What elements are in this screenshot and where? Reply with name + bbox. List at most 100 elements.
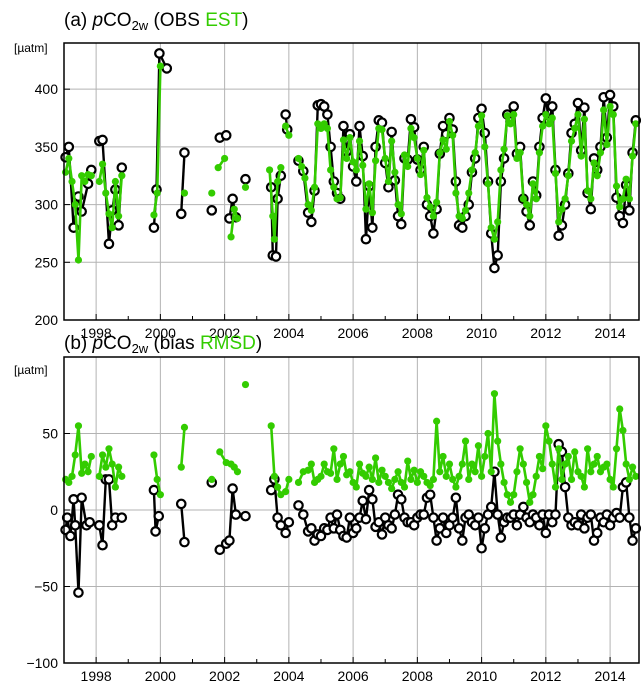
data-point [473, 512, 484, 523]
data-point [360, 513, 372, 525]
data-point [500, 478, 508, 487]
data-point [442, 145, 450, 153]
data-point [208, 189, 216, 197]
y-tick-label: 0 [50, 502, 58, 518]
x-tick-label: 1998 [81, 668, 112, 684]
data-point [349, 158, 357, 166]
data-point [481, 143, 489, 151]
data-point [519, 460, 527, 468]
data-point [78, 469, 86, 477]
panel-b-plot [60, 380, 641, 598]
data-point [529, 491, 537, 499]
data-point [548, 460, 556, 468]
x-tick-label: 2000 [145, 668, 176, 684]
data-point [267, 422, 275, 430]
data-point [333, 475, 341, 483]
data-point [542, 110, 550, 119]
data-point [564, 452, 572, 461]
data-point [394, 200, 402, 209]
data-point [603, 140, 611, 149]
data-point [625, 195, 633, 203]
data-point [413, 478, 421, 487]
data-point [532, 472, 540, 480]
data-point [360, 233, 372, 245]
data-point [150, 451, 158, 459]
data-point [363, 484, 375, 496]
data-point [604, 89, 616, 101]
series-line [269, 425, 282, 496]
data-point [484, 180, 492, 188]
panel-a-plot [60, 48, 641, 274]
data-point [306, 523, 317, 534]
data-point [542, 422, 550, 430]
data-point [103, 238, 115, 250]
y-tick-label: 300 [35, 197, 59, 213]
data-point [442, 472, 450, 480]
data-point [270, 472, 279, 480]
data-point [63, 141, 75, 153]
data-point [150, 526, 161, 537]
data-point [307, 460, 315, 468]
data-point [418, 509, 430, 520]
data-point [214, 544, 226, 556]
data-point [436, 149, 444, 157]
data-point [175, 208, 187, 220]
data-point [497, 460, 505, 468]
data-point [175, 498, 187, 510]
data-point [458, 214, 466, 223]
data-point [519, 195, 527, 203]
data-point [490, 235, 499, 243]
data-point [481, 452, 489, 461]
series-line [179, 427, 186, 468]
data-point [465, 475, 473, 483]
data-point [619, 426, 627, 435]
panel-b-ylabel: [µatm] [14, 363, 48, 377]
data-point [74, 422, 83, 430]
data-point [424, 489, 436, 500]
data-point [371, 157, 380, 165]
data-point [118, 472, 126, 480]
data-point [227, 233, 235, 241]
data-point [343, 154, 351, 163]
data-point [471, 468, 479, 476]
x-tick-label: 2008 [402, 668, 433, 684]
data-point [220, 130, 232, 141]
data-point [437, 512, 449, 523]
data-point [532, 195, 540, 203]
data-point [148, 484, 160, 496]
series-line [64, 496, 91, 594]
data-point [354, 120, 365, 132]
data-point [420, 472, 428, 480]
data-point [352, 483, 360, 491]
data-point [624, 205, 635, 216]
data-point [558, 475, 566, 483]
data-point [449, 475, 457, 483]
data-point [497, 166, 505, 174]
panel-a-ticks: 1998 2000 2002 2004 2006 2008 2010 2012 2014 200 2… [35, 81, 626, 341]
data-point [616, 405, 624, 413]
panel-b-title-open: (bias [148, 333, 200, 354]
data-point [545, 437, 553, 445]
data-point [156, 62, 164, 70]
data-point [381, 472, 389, 480]
y-tick-label: 400 [35, 81, 59, 97]
data-point [339, 452, 348, 461]
data-point [156, 491, 164, 499]
data-point [489, 262, 500, 274]
data-point [596, 149, 605, 157]
data-point [474, 442, 482, 450]
data-point [535, 452, 544, 461]
data-point [368, 209, 376, 217]
data-point [351, 523, 362, 534]
panel-b-label: (b) [64, 333, 93, 354]
data-point [274, 483, 282, 491]
data-point [436, 468, 444, 476]
data-point [206, 205, 218, 216]
data-point [378, 466, 386, 474]
data-point [445, 117, 454, 126]
data-point [339, 136, 348, 144]
panel-a-title: (a) pCO2w (OBS EST) [64, 10, 249, 33]
data-point [400, 483, 409, 491]
data-point [282, 122, 290, 130]
